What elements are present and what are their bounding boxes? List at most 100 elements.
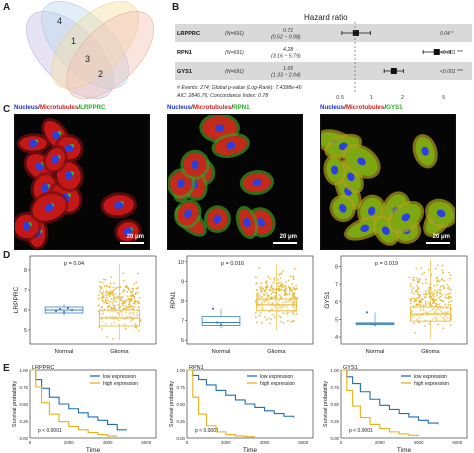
boxplot-point bbox=[424, 304, 427, 306]
boxplot-point bbox=[110, 298, 113, 300]
boxplot-point bbox=[373, 323, 377, 326]
panel-letter-b: B bbox=[172, 2, 180, 13]
boxplot-point bbox=[444, 315, 447, 317]
boxplot-point bbox=[265, 292, 268, 295]
boxplot-point bbox=[284, 301, 287, 304]
boxplot-point bbox=[219, 323, 223, 326]
boxplot-point bbox=[118, 315, 121, 318]
boxplot-point bbox=[262, 288, 265, 290]
boxplot-point bbox=[279, 276, 282, 279]
boxplot-point bbox=[261, 295, 263, 298]
boxplot-point bbox=[133, 283, 136, 285]
boxplot-point bbox=[431, 293, 434, 296]
boxplot-point bbox=[120, 296, 123, 299]
boxplot-point bbox=[292, 297, 295, 300]
survival-pvalue: p < 0.0001 bbox=[38, 428, 62, 434]
survival-pvalue: p < 0.0001 bbox=[195, 428, 219, 434]
boxplot-point bbox=[446, 317, 449, 320]
boxplot-point bbox=[98, 280, 101, 283]
boxplot-point bbox=[278, 281, 281, 284]
boxplot-point bbox=[130, 295, 133, 298]
micro-stain-label: Nucleus/Microtubules/LRPPRC bbox=[14, 104, 106, 111]
boxplot-point bbox=[258, 299, 260, 301]
boxplot-point bbox=[66, 306, 70, 310]
boxplot-point bbox=[415, 267, 418, 270]
boxplot-point bbox=[131, 290, 134, 293]
boxplot-point bbox=[136, 314, 139, 317]
boxplot-point bbox=[282, 270, 284, 272]
boxplot-point bbox=[420, 267, 423, 269]
forest-gene-label: GYS1 bbox=[177, 69, 192, 75]
boxplot-ytick-label: 8 bbox=[24, 268, 27, 274]
boxplot-point bbox=[126, 290, 129, 293]
boxplot-point bbox=[443, 279, 446, 282]
boxplot-point bbox=[437, 279, 440, 282]
boxplot-point bbox=[275, 302, 278, 305]
boxplot-point bbox=[420, 298, 423, 301]
legend-label: low expression bbox=[260, 374, 293, 380]
survival-xlabel: Time bbox=[243, 447, 258, 453]
boxplot-point bbox=[435, 277, 438, 280]
boxplot-point bbox=[278, 288, 281, 290]
boxplot-point bbox=[58, 307, 62, 311]
boxplot-point bbox=[261, 286, 264, 289]
boxplot-point bbox=[435, 302, 437, 305]
boxplot-point bbox=[104, 298, 107, 301]
boxplot-point bbox=[130, 298, 133, 301]
survival-xtick-label: 6000 bbox=[452, 440, 462, 445]
boxplot-point bbox=[422, 309, 425, 312]
scale-bar-label: 20 μm bbox=[432, 234, 450, 240]
boxplot-point bbox=[132, 295, 135, 298]
boxplot-point bbox=[107, 291, 110, 294]
boxplot-ytick-label: 9 bbox=[181, 279, 184, 285]
forest-tick-label: 2 bbox=[401, 95, 404, 101]
boxplot-point bbox=[273, 291, 275, 294]
boxplot-point bbox=[427, 269, 430, 271]
boxplot-point bbox=[416, 291, 419, 294]
boxplot-point bbox=[104, 278, 107, 281]
boxplot-point bbox=[410, 300, 412, 302]
boxplot-point bbox=[114, 292, 117, 295]
boxplot-point bbox=[416, 293, 419, 296]
boxplot-pvalue: p = 0.019 bbox=[375, 261, 398, 267]
boxplot-point bbox=[442, 327, 445, 330]
survival-xtick-label: 2000 bbox=[375, 440, 385, 445]
boxplot-point bbox=[134, 326, 137, 329]
boxplot-point bbox=[111, 337, 114, 340]
boxplot-point bbox=[295, 284, 298, 287]
boxplot-point bbox=[436, 307, 439, 310]
boxplot-point bbox=[110, 322, 113, 325]
boxplot-point bbox=[112, 297, 115, 300]
survival-xtick-label: 6000 bbox=[141, 440, 151, 445]
stain-target: LRPPRC bbox=[80, 104, 106, 111]
boxplot-point bbox=[256, 282, 258, 285]
boxplot-point bbox=[111, 292, 114, 295]
svg-text:·····: ····· bbox=[43, 63, 48, 67]
boxplot-point bbox=[128, 303, 131, 305]
boxplot-point bbox=[105, 302, 108, 305]
boxplot-point bbox=[418, 302, 421, 305]
boxplot-point bbox=[256, 321, 258, 324]
boxplot-point bbox=[410, 314, 413, 317]
boxplot-point bbox=[128, 289, 131, 291]
boxplot-point bbox=[450, 300, 453, 303]
boxplot-point bbox=[101, 328, 103, 331]
boxplot-point bbox=[425, 292, 428, 295]
survival-ytick-label: 0.75 bbox=[176, 385, 185, 390]
boxplot-point bbox=[101, 310, 104, 313]
boxplot-point bbox=[102, 290, 105, 293]
boxplot-point bbox=[440, 310, 443, 313]
boxplot-point bbox=[438, 303, 440, 306]
boxplot-point bbox=[258, 267, 261, 269]
boxplot-point bbox=[442, 317, 445, 320]
boxplot-point bbox=[448, 271, 451, 274]
boxplot-ytick-label: 6 bbox=[181, 338, 184, 344]
boxplot-point bbox=[267, 301, 270, 304]
survival-ytick-label: 0.75 bbox=[19, 385, 28, 390]
boxplot-point bbox=[125, 315, 128, 318]
boxplot-point bbox=[130, 320, 132, 323]
boxplot-point bbox=[439, 298, 442, 301]
boxplot-pvalue: p = 0.016 bbox=[221, 261, 244, 267]
micro-image: 20 μm bbox=[167, 114, 303, 250]
boxplot-point bbox=[276, 302, 279, 305]
